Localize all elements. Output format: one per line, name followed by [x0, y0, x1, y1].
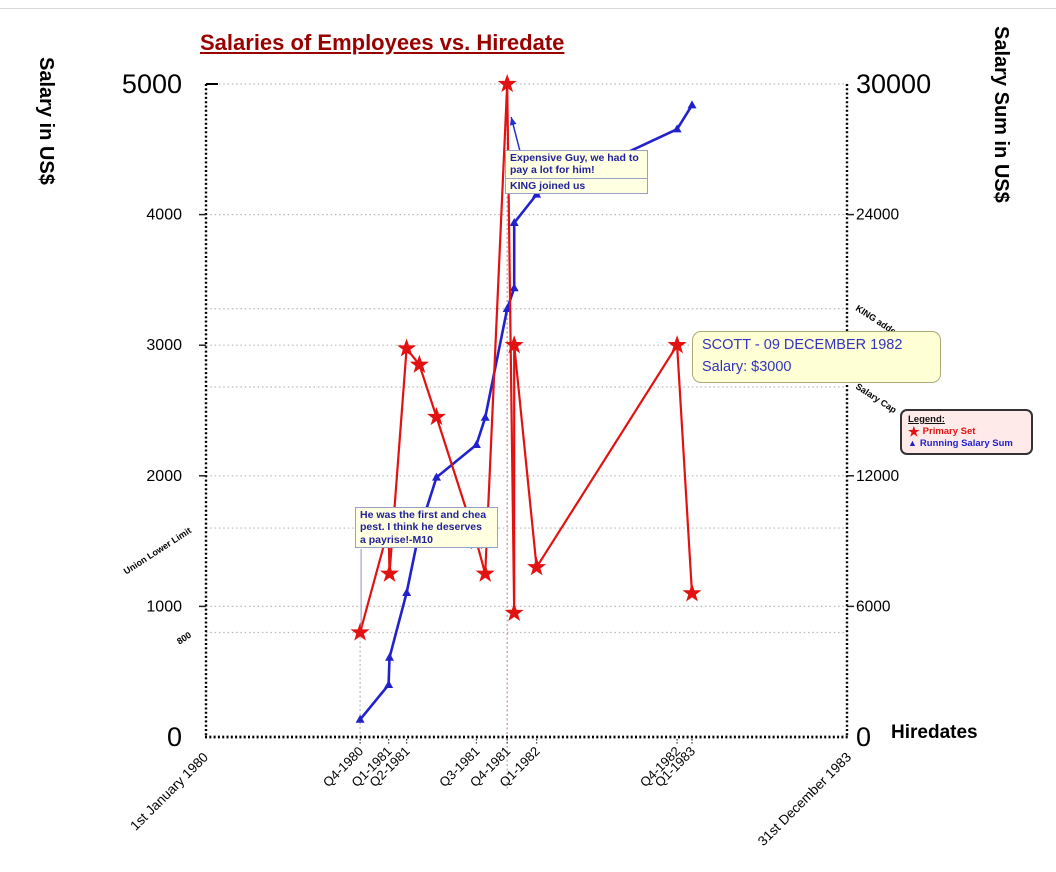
- x-end-label: 31st December 1983: [755, 750, 854, 849]
- marker-label: 800: [175, 630, 193, 647]
- star-icon: ★: [908, 423, 920, 439]
- star-marker: [682, 583, 702, 602]
- legend-item-label: Primary Set: [922, 426, 976, 437]
- star-marker: [527, 557, 547, 576]
- left-tick-label: 2000: [146, 468, 182, 485]
- legend-item-label: Running Salary Sum: [919, 438, 1013, 449]
- annotation-line: He was the first and chea: [360, 509, 487, 521]
- annotation-line: SCOTT - 09 DECEMBER 1982: [702, 337, 903, 353]
- triangle-marker: [384, 679, 394, 688]
- legend-item-primary-set: ★ Primary Set: [908, 423, 1025, 439]
- star-marker: [397, 338, 417, 357]
- triangle-marker: [402, 587, 412, 596]
- star-marker: [350, 622, 370, 641]
- right-tick-label: 24000: [856, 207, 899, 224]
- left-tick-label: 0: [167, 722, 182, 752]
- left-tick-label: 4000: [146, 207, 182, 224]
- legend: Legend: ★ Primary Set ▲ Running Salary S…: [900, 409, 1033, 455]
- triangle-marker: [480, 412, 490, 421]
- annotation-line: Expensive Guy, we had to: [510, 152, 639, 164]
- annotation-line: pest. I think he deserves: [360, 521, 482, 534]
- annotation-scott: SCOTT - 09 DECEMBER 1982 Salary: $3000: [692, 331, 941, 383]
- star-marker: [426, 406, 447, 426]
- annotation-expensive-guy: Expensive Guy, we had to pay a lot for h…: [505, 150, 648, 179]
- star-marker: [667, 335, 687, 354]
- x-start-label: 1st January 1980: [127, 750, 211, 834]
- annotation-first-employee: He was the first and chea pest. I think …: [355, 507, 498, 549]
- star-marker: [504, 335, 524, 354]
- right-tick-label: 12000: [856, 468, 899, 485]
- star-marker: [475, 563, 495, 582]
- annotation-line: Salary: $3000: [702, 358, 792, 375]
- annotation-line: pay a lot for him!: [510, 164, 595, 177]
- annotation-king-joined: KING joined us: [505, 178, 648, 195]
- arrowhead-icon: [509, 117, 517, 126]
- marker-label: Union Lower Limit: [122, 525, 193, 576]
- left-tick-label: 3000: [146, 337, 182, 354]
- triangle-marker: [355, 714, 365, 723]
- right-tick-label: 0: [856, 722, 871, 752]
- plot-border: [204, 83, 849, 739]
- left-tick-label: 1000: [146, 598, 182, 615]
- marker-label: Salary Cap: [854, 381, 899, 415]
- right-tick-label: 30000: [856, 69, 931, 99]
- chart-title: Salaries of Employees vs. Hiredate: [200, 30, 565, 55]
- legend-item-running-salary-sum: ▲ Running Salary Sum: [908, 438, 1025, 449]
- triangle-marker: [509, 283, 519, 292]
- triangle-marker: [431, 472, 441, 481]
- right-tick-label: 6000: [856, 598, 891, 615]
- star-marker: [379, 563, 400, 582]
- star-marker: [504, 602, 524, 622]
- annotation-leaders: [360, 116, 530, 627]
- triangle-marker: [471, 439, 481, 448]
- top-divider: [0, 8, 1056, 9]
- annotation-line: a payrise!-M10: [360, 533, 433, 546]
- legend-title: Legend:: [908, 414, 945, 425]
- triangle-marker: [672, 124, 682, 133]
- triangle-marker: [687, 100, 697, 109]
- star-marker: [409, 354, 429, 373]
- triangle-marker: [509, 217, 519, 226]
- left-tick-label: 5000: [122, 69, 182, 99]
- annotation-line: KING joined us: [510, 180, 586, 192]
- x-axis-title: Hiredates: [891, 722, 978, 743]
- triangle-marker: [385, 652, 395, 661]
- axis-ticks: [199, 213, 854, 608]
- triangle-icon: ▲: [908, 438, 917, 448]
- star-marker: [497, 73, 517, 93]
- vertical-markers: [359, 84, 508, 790]
